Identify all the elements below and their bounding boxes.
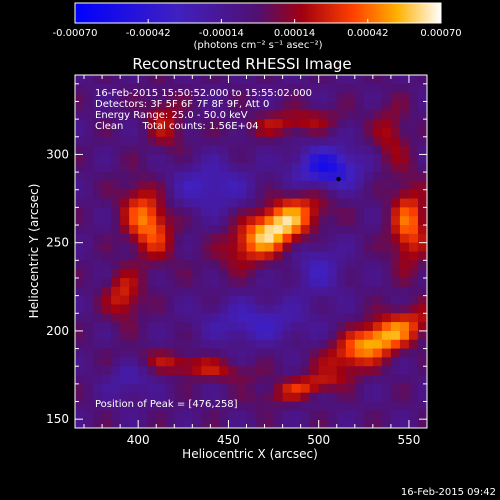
colorbar-tick-label: -0.00070	[53, 28, 98, 39]
plot-frame	[74, 74, 428, 429]
info-line-detectors: Detectors: 3F 5F 6F 7F 8F 9F, Att 0	[95, 99, 270, 110]
colorbar-tick-label: 0.00070	[420, 28, 461, 39]
info-line-time-range: 16-Feb-2015 15:50:52.000 to 15:55:02.000	[95, 88, 313, 99]
y-tick-label: 300	[46, 147, 69, 161]
colorbar-tick-label: 0.00014	[274, 28, 315, 39]
x-axis-label: Heliocentric X (arcsec)	[182, 447, 318, 461]
colorbar-tick-label: -0.00014	[199, 28, 244, 39]
x-tick-label: 400	[127, 433, 150, 447]
image-area	[75, 75, 427, 428]
colorbar	[74, 2, 442, 24]
colorbar-tick-label: 0.00042	[347, 28, 388, 39]
peak-marker	[336, 176, 341, 182]
x-tick-label: 450	[217, 433, 240, 447]
y-tick-label: 250	[46, 236, 69, 250]
colorbar-ticks: -0.00070 -0.00042 -0.00014 0.00014 0.00042 0.…	[53, 19, 462, 39]
heatmap-pixels	[75, 75, 427, 428]
axis-ticks: 400 450 500 550 150 200 250 300	[46, 75, 428, 447]
colorbar-label: (photons cm⁻² s⁻¹ asec⁻²)	[193, 40, 322, 51]
info-line-counts: Clean Total counts: 1.56E+04	[95, 121, 259, 132]
y-tick-label: 150	[46, 412, 69, 426]
y-axis-label: Heliocentric Y (arcsec)	[27, 184, 41, 319]
timestamp: 16-Feb-2015 09:42	[401, 487, 496, 498]
peak-position-text: Position of Peak = [476,258]	[95, 399, 238, 410]
x-tick-label: 550	[397, 433, 420, 447]
x-tick-label: 500	[307, 433, 330, 447]
chart-title: Reconstructed RHESSI Image	[132, 55, 351, 73]
colorbar-tick-label: -0.00042	[126, 28, 171, 39]
marker-dot	[336, 176, 341, 182]
info-line-energy-range: Energy Range: 25.0 - 50.0 keV	[95, 110, 248, 121]
y-tick-label: 200	[46, 324, 69, 338]
